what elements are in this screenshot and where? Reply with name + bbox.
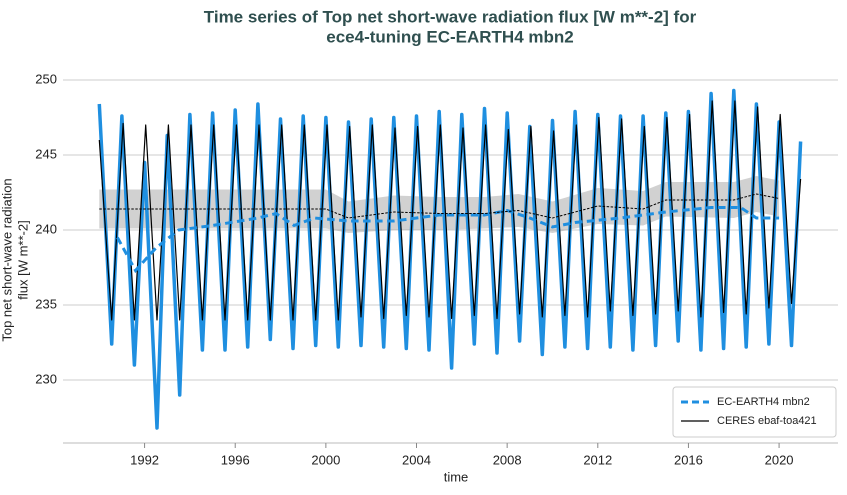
- mean-line: [99, 193, 780, 219]
- y-tick-label: 230: [35, 371, 57, 386]
- series-line: [98, 100, 802, 321]
- x-tick-label: 2000: [311, 452, 340, 467]
- x-axis-label: time: [444, 469, 469, 484]
- chart-subtitle: ece4-tuning EC-EARTH4 mbn2: [326, 27, 573, 46]
- legend: EC-EARTH4 mbn2 CERES ebaf-toa421: [672, 386, 837, 438]
- y-tick-label: 240: [35, 221, 57, 236]
- legend-label: CERES ebaf-toa421: [717, 415, 817, 427]
- y-tick-label: 250: [35, 71, 57, 86]
- x-tick-label: 1992: [130, 452, 159, 467]
- mean-line: [116, 206, 780, 274]
- x-tick-label: 2012: [583, 452, 612, 467]
- legend-label: EC-EARTH4 mbn2: [717, 396, 810, 408]
- x-tick-label: 2016: [674, 452, 703, 467]
- y-axis-label: flux [W m**-2]: [15, 220, 30, 299]
- chart-title: Time series of Top net short-wave radiat…: [204, 7, 697, 26]
- x-tick-label: 1996: [221, 452, 250, 467]
- x-tick-label: 2020: [765, 452, 794, 467]
- y-axis-label: Top net short-wave radiation: [0, 178, 14, 341]
- series-line: [97, 88, 803, 430]
- x-tick-label: 2008: [493, 452, 522, 467]
- y-tick-label: 235: [35, 296, 57, 311]
- legend-box: [672, 386, 837, 438]
- x-tick-label: 2004: [402, 452, 431, 467]
- y-tick-label: 245: [35, 146, 57, 161]
- spread-band: [99, 176, 780, 233]
